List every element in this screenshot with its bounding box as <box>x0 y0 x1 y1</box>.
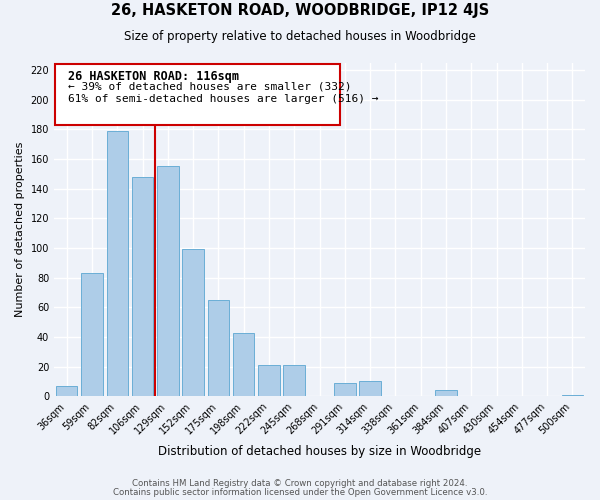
Text: ← 39% of detached houses are smaller (332): ← 39% of detached houses are smaller (33… <box>68 82 352 92</box>
FancyBboxPatch shape <box>55 64 340 125</box>
Text: 26, HASKETON ROAD, WOODBRIDGE, IP12 4JS: 26, HASKETON ROAD, WOODBRIDGE, IP12 4JS <box>111 3 489 18</box>
Bar <box>182 250 204 396</box>
Bar <box>258 365 280 396</box>
Text: Contains public sector information licensed under the Open Government Licence v3: Contains public sector information licen… <box>113 488 487 497</box>
Text: Contains HM Land Registry data © Crown copyright and database right 2024.: Contains HM Land Registry data © Crown c… <box>132 480 468 488</box>
X-axis label: Distribution of detached houses by size in Woodbridge: Distribution of detached houses by size … <box>158 444 481 458</box>
Bar <box>435 390 457 396</box>
Bar <box>562 395 583 396</box>
Y-axis label: Number of detached properties: Number of detached properties <box>15 142 25 317</box>
Bar <box>283 365 305 396</box>
Bar <box>132 176 153 396</box>
Bar <box>334 383 356 396</box>
Bar <box>107 130 128 396</box>
Bar <box>208 300 229 396</box>
Bar <box>233 332 254 396</box>
Bar <box>56 386 77 396</box>
Text: Size of property relative to detached houses in Woodbridge: Size of property relative to detached ho… <box>124 30 476 43</box>
Text: 61% of semi-detached houses are larger (516) →: 61% of semi-detached houses are larger (… <box>68 94 379 104</box>
Bar <box>157 166 179 396</box>
Bar <box>359 382 381 396</box>
Bar <box>81 273 103 396</box>
Text: 26 HASKETON ROAD: 116sqm: 26 HASKETON ROAD: 116sqm <box>68 70 239 83</box>
